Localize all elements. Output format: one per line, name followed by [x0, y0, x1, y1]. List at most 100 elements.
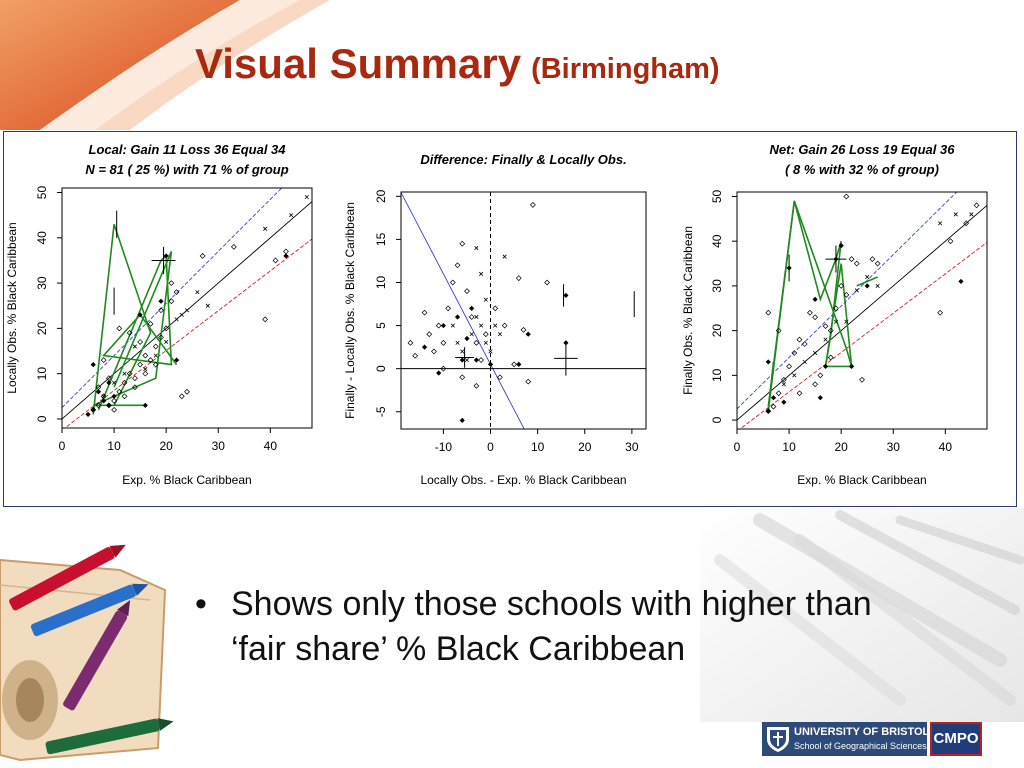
point-cross — [450, 323, 455, 328]
point-open — [464, 288, 470, 295]
point-cross — [474, 245, 479, 251]
point-open — [95, 402, 102, 409]
point-open — [473, 339, 480, 346]
title-sub: (Birmingham) — [531, 53, 720, 85]
green-path — [92, 223, 152, 415]
school-name: School of Geographical Sciences — [794, 741, 927, 751]
point-open — [520, 326, 527, 333]
y-tick-label: 0 — [710, 416, 724, 423]
point-cross — [493, 323, 498, 328]
point-cross — [969, 212, 974, 217]
error-bar — [151, 246, 176, 275]
x-tick-label: 20 — [578, 440, 592, 454]
point-cross — [122, 371, 127, 376]
chart-title: Local: Gain 11 Loss 36 Equal 34 — [89, 142, 287, 157]
point-filled — [770, 395, 777, 401]
point-open — [440, 339, 447, 346]
point-filled — [142, 402, 148, 408]
point-open — [178, 393, 185, 400]
y-tick-label: 0 — [35, 415, 49, 422]
point-open — [497, 374, 503, 381]
point-open — [791, 350, 798, 356]
point-open — [132, 384, 138, 391]
plot-area — [737, 192, 987, 429]
point-filled — [85, 411, 91, 418]
point-cross — [179, 312, 184, 317]
point-cross — [304, 194, 309, 200]
point-open — [184, 388, 190, 395]
point-cross — [164, 339, 169, 345]
point-cross — [854, 288, 859, 293]
point-cross — [938, 221, 943, 226]
x-axis-label: Exp. % Black Caribbean — [797, 473, 926, 487]
chart-1: Local: Gain 11 Loss 36 Equal 34 N = 81 ( … — [5, 142, 313, 487]
point-open — [822, 323, 829, 330]
point-open — [137, 361, 144, 368]
green-path — [767, 361, 775, 412]
x-tick-label: 30 — [212, 439, 226, 453]
point-open — [530, 202, 536, 208]
point-open — [142, 370, 149, 377]
chart-title: Net: Gain 26 Loss 19 Equal 36 — [770, 142, 956, 157]
chart-title: Difference: Finally & Locally Obs. — [420, 152, 626, 167]
point-open — [544, 279, 550, 286]
point-open — [435, 322, 442, 329]
cmpo-logo: CMPO — [930, 722, 982, 756]
figure-panel: Local: Gain 11 Loss 36 Equal 34 N = 81 ( … — [3, 131, 1017, 507]
point-open — [515, 275, 522, 282]
reference-line-upper — [62, 188, 283, 408]
point-filled — [440, 322, 447, 329]
point-filled — [765, 359, 771, 365]
y-tick-label: 20 — [710, 324, 724, 338]
point-open — [937, 309, 944, 316]
title-main: Visual Summary — [195, 40, 522, 87]
point-cross — [479, 271, 484, 276]
x-tick-label: 40 — [939, 440, 953, 454]
y-tick-label: 10 — [35, 367, 49, 381]
y-tick-label: 0 — [374, 365, 388, 372]
point-open — [838, 283, 845, 289]
slide-title: Visual Summary (Birmingham) — [195, 40, 720, 88]
point-cross — [483, 297, 488, 302]
crayons-and-pencils-background — [700, 508, 1024, 722]
point-filled — [111, 393, 117, 399]
point-cross — [184, 308, 190, 313]
point-cross — [195, 290, 200, 295]
point-cross — [464, 357, 470, 363]
point-open — [859, 376, 865, 383]
point-filled — [106, 402, 112, 408]
point-open — [230, 243, 237, 250]
reference-line-lower — [64, 238, 312, 428]
green-path — [767, 200, 853, 407]
x-axis-label: Exp. % Black Caribbean — [122, 473, 251, 487]
point-cross — [101, 394, 106, 399]
point-filled — [283, 253, 289, 259]
plot-area — [62, 188, 312, 428]
point-open — [121, 379, 128, 386]
point-cross — [865, 274, 870, 280]
point-open — [262, 316, 269, 323]
orange-corner-swoosh — [0, 0, 330, 130]
point-cross — [289, 213, 294, 218]
point-open — [126, 370, 133, 377]
crest-icon — [767, 727, 789, 752]
point-open — [807, 309, 813, 316]
point-open — [827, 327, 834, 334]
y-axis-label: Finally - Locally Obs. % Black Caribbean — [343, 202, 357, 419]
point-cross — [497, 332, 503, 337]
bullet-dot: • — [195, 585, 207, 623]
y-tick-label: 50 — [710, 189, 724, 203]
point-open — [116, 388, 123, 395]
point-open — [501, 322, 508, 329]
point-cross — [844, 319, 849, 324]
point-filled — [822, 363, 829, 369]
point-filled — [101, 398, 107, 404]
point-open — [445, 305, 452, 312]
y-tick-label: 40 — [35, 231, 49, 245]
chart-3: Net: Gain 26 Loss 19 Equal 36 ( 8 % with … — [681, 142, 988, 487]
point-open — [833, 305, 839, 312]
point-filled — [848, 363, 855, 369]
point-open — [780, 376, 787, 383]
point-filled — [106, 380, 112, 386]
